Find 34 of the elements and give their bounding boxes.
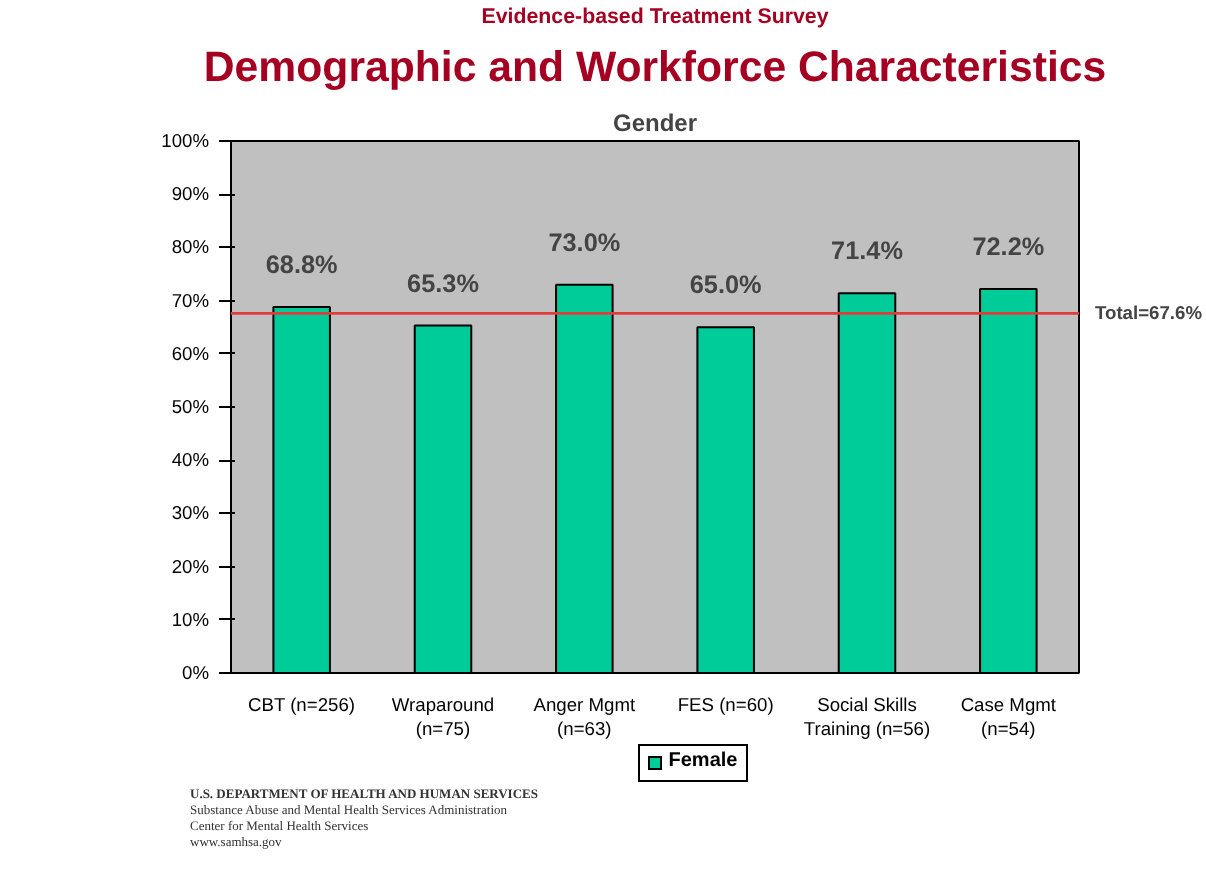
bar [696,326,755,673]
x-tick-label: FES (n=60) [677,695,774,715]
text: 65.0% [689,271,762,300]
y-tick-label: 40% [171,450,209,471]
y-tick-label: 100% [161,131,209,151]
y-tick-label: 20% [171,556,209,577]
x-tick-label: Anger Mgmt (n=63) [533,695,636,739]
chart-subtitle: Evidence-based Treatment Survey [481,5,829,29]
x-tick-label: Case Mgmt (n=54) [960,695,1057,739]
bar [272,305,331,673]
ref-line-label: Total=67.6% [1095,303,1204,324]
text: 65.3% [407,269,479,298]
bar [979,287,1038,673]
y-tick-label: 50% [171,397,209,417]
y-tick-label: 10% [171,609,209,630]
y-tick-label: 80% [171,237,209,258]
text: 71.4% [831,237,903,266]
text: 72.2% [972,232,1045,261]
chart-title: Demographic and Workforce Characteristics [203,43,1107,91]
bar [413,324,473,673]
legend-label: Female [668,750,738,772]
text: 73.0% [548,228,621,257]
x-tick-label: Social Skills Training (n=56) [803,695,931,739]
bar [555,283,614,673]
y-tick-label: 90% [171,184,209,205]
text: 68.8% [265,250,338,279]
y-tick-label: 70% [171,290,209,311]
y-tick-label: 60% [171,343,209,364]
x-tick-label: CBT (n=256) [248,695,356,715]
bar [837,292,897,673]
text: Gender [612,109,698,137]
y-tick-label: 0% [182,663,209,683]
x-tick-label: Wraparound (n=75) [391,695,495,739]
y-tick-label: 30% [171,503,209,524]
